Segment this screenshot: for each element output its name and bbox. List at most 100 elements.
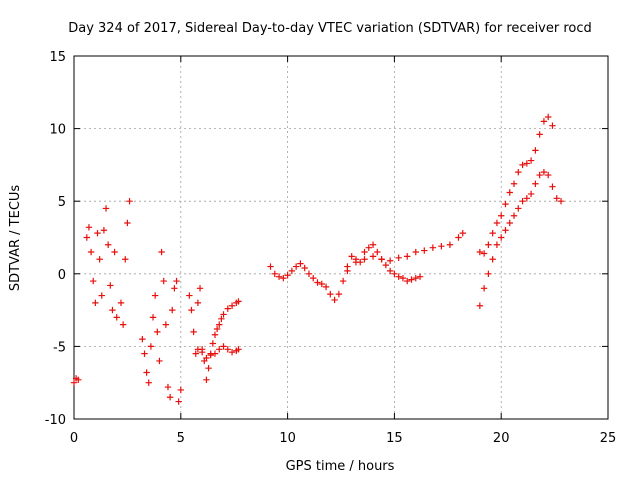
data-point [83, 234, 91, 241]
data-point [154, 328, 161, 336]
data-point [438, 243, 445, 250]
y-tick-label: 0 [58, 268, 66, 283]
data-point [549, 183, 556, 190]
data-point [216, 321, 223, 328]
data-point [523, 160, 531, 167]
data-point [553, 195, 560, 202]
data-point [416, 273, 424, 280]
data-point [160, 277, 167, 285]
data-point [361, 248, 368, 256]
data-point [205, 364, 212, 372]
x-tick-label: 0 [70, 431, 78, 446]
data-point [162, 321, 170, 328]
series-track-h [344, 229, 466, 275]
data-point [192, 350, 199, 357]
series-track-b [83, 205, 120, 321]
data-point [310, 274, 317, 282]
data-point [280, 274, 287, 282]
data-point [171, 285, 178, 292]
data-point [75, 376, 82, 383]
data-point [348, 253, 355, 260]
data-point [145, 379, 152, 386]
data-point [344, 267, 351, 275]
data-point [196, 285, 204, 292]
data-point [519, 161, 526, 169]
chart-title: Day 324 of 2017, Sidereal Day-to-day VTE… [68, 21, 592, 36]
data-point [510, 212, 518, 219]
data-point [147, 343, 155, 350]
data-point [92, 299, 99, 307]
data-point [485, 241, 492, 248]
data-point [292, 263, 300, 270]
x-tick-label: 5 [177, 431, 185, 446]
data-point [271, 270, 278, 277]
data-point [455, 234, 462, 241]
data-point [164, 383, 172, 391]
data-point [175, 398, 182, 405]
data-point [536, 171, 543, 179]
data-point [117, 299, 125, 307]
data-point [331, 296, 338, 304]
data-point [544, 171, 552, 179]
data-point [94, 229, 101, 237]
data-point [305, 270, 313, 277]
data-point [369, 241, 377, 248]
data-point [395, 273, 402, 280]
data-point [412, 248, 419, 256]
data-point [100, 227, 108, 234]
data-point [365, 244, 372, 251]
data-point [369, 253, 377, 260]
data-point [209, 340, 217, 347]
data-point [476, 248, 484, 256]
data-point [395, 254, 402, 262]
data-point [404, 277, 411, 285]
data-point [96, 256, 103, 263]
data-point [267, 263, 274, 270]
data-point [194, 299, 202, 307]
series-track-d [139, 248, 184, 405]
y-tick-label: -10 [45, 413, 66, 428]
data-point [102, 205, 110, 212]
data-point [459, 229, 466, 237]
data-point [149, 314, 157, 321]
data-point [557, 198, 565, 205]
x-tick-label: 25 [600, 431, 617, 446]
data-point [113, 314, 120, 321]
data-point [506, 189, 513, 196]
data-point [361, 256, 368, 263]
data-point [480, 250, 488, 257]
x-tick-label: 15 [386, 431, 403, 446]
x-tick-label: 10 [279, 431, 296, 446]
data-point [70, 379, 78, 386]
data-point [216, 346, 223, 353]
data-point [532, 180, 539, 187]
data-point [169, 306, 176, 314]
data-point [510, 180, 518, 187]
data-point [335, 290, 343, 298]
data-point [429, 244, 437, 251]
data-point [124, 219, 131, 227]
data-point [109, 306, 116, 314]
y-axis-label: SDTVAR / TECUs [8, 185, 23, 292]
data-point [235, 346, 242, 353]
data-point [98, 292, 105, 299]
data-points [70, 113, 565, 405]
data-point [139, 335, 146, 343]
y-tick-label: 10 [49, 123, 66, 138]
data-point [502, 200, 509, 208]
data-point [107, 282, 114, 289]
data-point [399, 274, 407, 282]
data-point [498, 212, 505, 219]
data-point [544, 113, 552, 121]
series-track-j [476, 168, 565, 309]
data-point [301, 264, 308, 272]
series-track-f [194, 343, 242, 362]
x-tick-label: 20 [493, 431, 510, 446]
data-point [235, 298, 242, 305]
data-point [536, 131, 543, 138]
data-point [485, 270, 492, 277]
data-point [489, 229, 496, 237]
data-point [493, 241, 501, 248]
data-point [198, 349, 206, 356]
data-point [104, 241, 112, 248]
